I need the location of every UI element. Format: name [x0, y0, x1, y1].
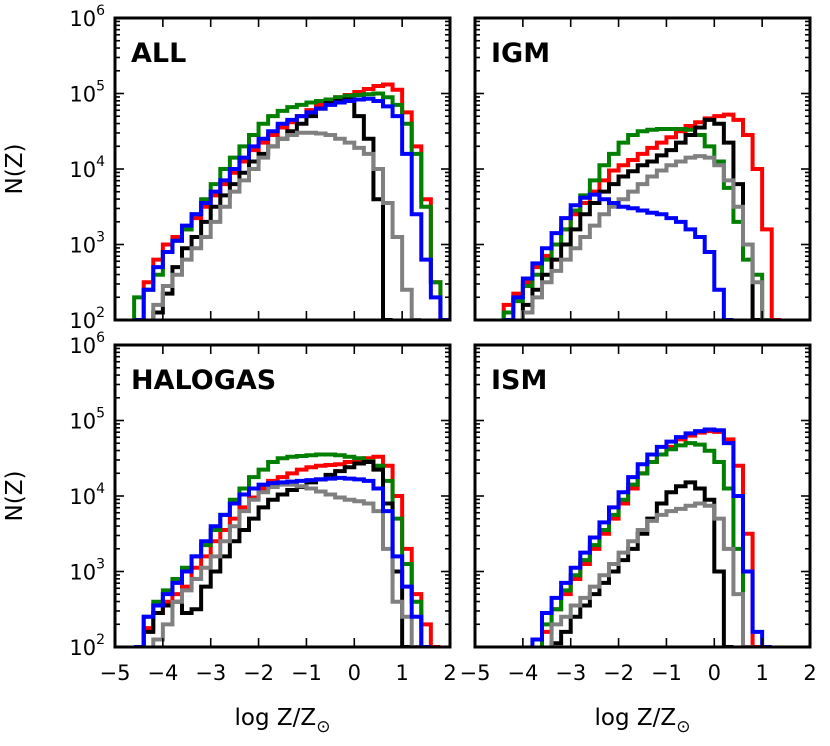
x-axis-label-text: log Z/Z [595, 705, 677, 731]
y-tick-label: 103 [69, 230, 105, 258]
x-axis-label-text: log Z/Z [235, 705, 317, 731]
panel-label: ISM [491, 365, 547, 396]
y-tick-base: 10 [69, 485, 96, 509]
y-tick-base: 10 [69, 7, 96, 31]
y-tick-label: 106 [69, 3, 105, 31]
y-axis-label: N(Z) [2, 144, 28, 195]
series-line-blue [530, 427, 772, 647]
panel-frame [473, 16, 812, 322]
x-axis-label-subscript: ⊙ [676, 717, 690, 737]
y-tick-label: 105 [69, 79, 105, 107]
y-tick-exponent: 6 [96, 3, 105, 19]
panel-frame [113, 343, 452, 649]
series-line-blue [503, 192, 734, 320]
y-tick-base: 10 [69, 636, 96, 660]
series-line-red [501, 112, 782, 320]
x-axis-label-subscript: ⊙ [316, 717, 330, 737]
series-group [501, 112, 782, 320]
x-tick-label: 1 [395, 661, 408, 685]
x-tick-label: −3 [555, 661, 586, 685]
series-line-black [141, 460, 412, 647]
y-tick-exponent: 6 [96, 330, 105, 346]
x-tick-label: −5 [100, 661, 131, 685]
y-tick-exponent: 2 [96, 632, 105, 648]
x-tick-label: −2 [243, 661, 274, 685]
series-line-blue [134, 96, 450, 320]
y-tick-base: 10 [69, 561, 96, 585]
y-tick-exponent: 4 [96, 481, 105, 497]
y-tick-base: 10 [69, 158, 96, 182]
x-tick-label: −4 [147, 661, 178, 685]
series-line-black [520, 117, 763, 320]
y-tick-label: 105 [69, 406, 105, 434]
y-tick-exponent: 5 [96, 406, 105, 422]
panel-ism: ISM −5 −4 −3 −2 −1 0 1 2 log Z/Z⊙ [460, 343, 817, 737]
y-tick-base: 10 [69, 309, 96, 333]
panel-label: HALOGAS [131, 365, 276, 396]
panel-frame [113, 16, 452, 322]
x-tick-label: 2 [443, 661, 456, 685]
series-line-blue [134, 475, 431, 647]
y-tick-exponent: 3 [96, 230, 105, 246]
series-group [530, 427, 772, 647]
x-tick-label: −1 [651, 661, 682, 685]
x-tick-label: 2 [803, 661, 816, 685]
x-tick-label: 0 [708, 661, 721, 685]
series-line-gray [151, 482, 422, 647]
y-tick-base: 10 [69, 83, 96, 107]
panel-frame [473, 343, 812, 649]
panel-igm: IGM [473, 16, 812, 322]
series-line-gray [520, 154, 772, 320]
y-tick-exponent: 2 [96, 305, 105, 321]
y-tick-label: 106 [69, 330, 105, 358]
y-tick-label: 102 [69, 305, 105, 333]
x-tick-label: −3 [195, 661, 226, 685]
series-group [134, 452, 441, 647]
x-tick-label: 0 [348, 661, 361, 685]
y-tick-label: 103 [69, 557, 105, 585]
y-tick-label: 104 [69, 481, 105, 509]
series-group [132, 82, 450, 320]
y-tick-label: 102 [69, 632, 105, 660]
panel-label: IGM [491, 38, 550, 69]
y-tick-exponent: 5 [96, 79, 105, 95]
x-tick-label: −1 [291, 661, 322, 685]
y-tick-exponent: 4 [96, 154, 105, 170]
x-tick-label: −5 [460, 661, 491, 685]
x-tick-label: −2 [603, 661, 634, 685]
y-tick-label: 104 [69, 154, 105, 182]
y-axis-label: N(Z) [2, 471, 28, 522]
series-line-gray [151, 130, 422, 320]
x-tick-label: −4 [507, 661, 538, 685]
x-axis-label: log Z/Z⊙ [235, 705, 331, 737]
x-axis-label: log Z/Z⊙ [595, 705, 691, 737]
series-line-green [540, 441, 753, 647]
y-tick-exponent: 3 [96, 557, 105, 573]
series-line-green [134, 452, 431, 647]
y-tick-base: 10 [69, 410, 96, 434]
panel-label: ALL [131, 38, 186, 69]
y-tick-base: 10 [69, 234, 96, 258]
x-tick-label: 1 [755, 661, 768, 685]
series-line-gray [549, 501, 753, 647]
y-tick-base: 10 [69, 334, 96, 358]
